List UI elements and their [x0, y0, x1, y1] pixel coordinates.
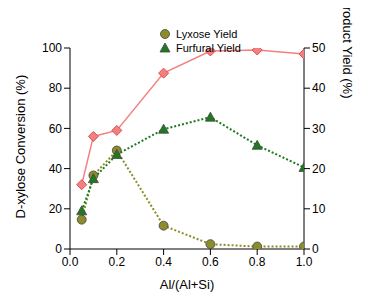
svg-text:30: 30	[312, 122, 326, 136]
svg-text:80: 80	[49, 81, 63, 95]
html-text:Lyxose Yield: Lyxose Yield	[176, 28, 238, 40]
svg-text:20: 20	[49, 202, 63, 216]
svg-text:40: 40	[312, 81, 326, 95]
svg-text:100: 100	[42, 41, 62, 55]
html-text:Furfural Yield: Furfural Yield	[176, 42, 241, 54]
svg-text:Product Yield (%): Product Yield (%)	[340, 8, 355, 99]
svg-text:D-xylose Conversion (%): D-xylose Conversion (%)	[13, 75, 28, 219]
svg-text:0.0: 0.0	[62, 255, 79, 269]
svg-text:60: 60	[49, 122, 63, 136]
svg-text:50: 50	[312, 41, 326, 55]
svg-text:0: 0	[312, 242, 319, 256]
svg-text:0.4: 0.4	[155, 255, 172, 269]
svg-text:20: 20	[312, 162, 326, 176]
svg-text:0.6: 0.6	[202, 255, 219, 269]
svg-text:1.0: 1.0	[296, 255, 313, 269]
svg-text:0.8: 0.8	[249, 255, 266, 269]
svg-text:0: 0	[55, 242, 62, 256]
svg-text:40: 40	[49, 162, 63, 176]
svg-text:10: 10	[312, 202, 326, 216]
svg-text:0.2: 0.2	[108, 255, 125, 269]
svg-text:Al/(Al+Si): Al/(Al+Si)	[160, 277, 215, 292]
